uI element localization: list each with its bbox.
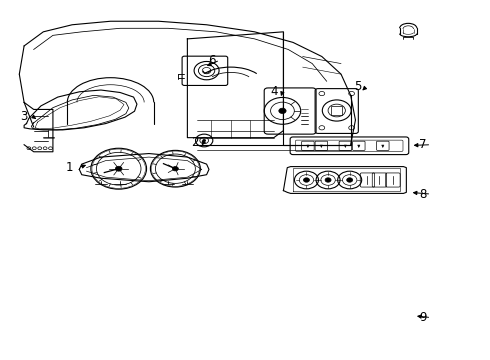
- Circle shape: [115, 166, 122, 171]
- Text: 3: 3: [21, 110, 28, 123]
- Text: 1: 1: [66, 161, 74, 174]
- Text: 9: 9: [419, 311, 426, 324]
- Circle shape: [203, 139, 206, 141]
- Circle shape: [303, 178, 310, 182]
- Text: 2: 2: [191, 136, 198, 149]
- Circle shape: [325, 178, 331, 182]
- Text: 8: 8: [419, 188, 426, 201]
- Circle shape: [347, 178, 353, 182]
- Text: 5: 5: [354, 80, 362, 93]
- Text: 4: 4: [270, 85, 277, 98]
- Text: 6: 6: [208, 54, 215, 67]
- Circle shape: [172, 167, 178, 171]
- Circle shape: [279, 108, 286, 113]
- Text: 7: 7: [419, 138, 426, 151]
